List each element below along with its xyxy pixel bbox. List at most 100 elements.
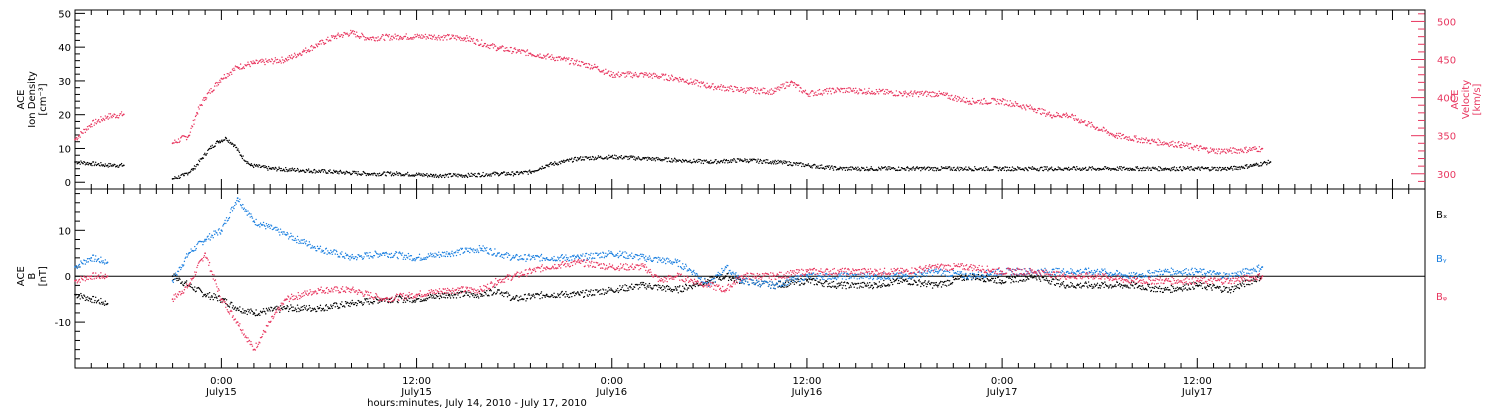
- density-series-point: [530, 172, 532, 175]
- density-series-point: [1180, 168, 1182, 171]
- bx-series-point: [1139, 287, 1142, 290]
- velocity-series-point: [1228, 148, 1230, 151]
- velocity-series-point: [441, 36, 444, 38]
- by-series-point: [282, 233, 284, 235]
- density-series-point: [978, 168, 980, 171]
- velocity-series-point: [1072, 115, 1074, 117]
- density-series-point: [1137, 167, 1139, 170]
- density-series-point: [225, 137, 228, 140]
- velocity-series-point: [670, 78, 672, 80]
- bx-series-point: [951, 283, 953, 285]
- velocity-series-point: [465, 40, 467, 43]
- velocity-series-point: [782, 85, 784, 87]
- by-series-point: [322, 249, 325, 252]
- density-series-point: [1081, 167, 1084, 169]
- velocity-series-point: [1186, 142, 1188, 144]
- density-series-point: [860, 169, 862, 171]
- density-series-point: [815, 165, 818, 168]
- velocity-series-point: [106, 117, 108, 119]
- density-series-point: [610, 156, 613, 158]
- velocity-series-point: [735, 86, 737, 89]
- b-axis-label-line: ACE: [16, 266, 27, 286]
- velocity-series-point: [565, 57, 568, 59]
- left-tick-label: 20: [58, 111, 71, 122]
- bx-series-point: [841, 287, 844, 289]
- bx-series-point: [915, 281, 918, 284]
- bx-series-point: [645, 283, 647, 285]
- density-series-point: [270, 168, 273, 170]
- velocity-series-point: [1197, 147, 1199, 150]
- bx-series-point: [332, 304, 334, 307]
- density-series-point: [117, 166, 120, 168]
- velocity-series-point: [290, 54, 293, 56]
- velocity-series-point: [1023, 106, 1025, 108]
- density-series-point: [1260, 161, 1262, 164]
- velocity-series-point: [945, 93, 948, 96]
- velocity-series-point: [452, 34, 455, 37]
- density-series-point: [769, 162, 771, 164]
- bx-series-point: [923, 284, 925, 287]
- velocity-series-point: [274, 57, 277, 59]
- bx-series-point: [900, 280, 902, 283]
- bx-series-point: [679, 285, 681, 287]
- density-series-point: [109, 163, 112, 165]
- bx-series-point: [1127, 287, 1130, 289]
- density-series-point: [1087, 169, 1089, 171]
- density-series-point: [562, 159, 565, 162]
- velocity-series-point: [1250, 148, 1252, 150]
- bx-series-point: [1203, 286, 1206, 288]
- bx-series-point: [633, 286, 636, 289]
- bx-series-point: [1030, 274, 1033, 276]
- velocity-series-point: [721, 89, 723, 91]
- density-series-point: [730, 159, 732, 161]
- velocity-series-point: [228, 73, 230, 75]
- velocity-series-point: [755, 90, 758, 92]
- bx-series-point: [371, 301, 373, 304]
- density-series-point: [787, 164, 790, 167]
- by-series-point: [290, 235, 293, 237]
- by-series-point: [219, 232, 221, 234]
- density-series-point: [286, 170, 288, 173]
- velocity-series-point: [378, 39, 381, 41]
- velocity-series-point: [1235, 149, 1238, 151]
- velocity-series-point: [556, 56, 558, 59]
- by-series-point: [343, 256, 345, 258]
- density-series-point: [730, 161, 733, 164]
- by-series-point: [314, 247, 316, 249]
- bx-series-point: [590, 289, 592, 291]
- bx-series-point: [1071, 283, 1074, 285]
- density-series-point: [486, 173, 488, 175]
- by-series-point: [94, 258, 96, 260]
- bx-series-point: [629, 285, 631, 288]
- density-series-point: [1182, 166, 1184, 168]
- velocity-series-point: [562, 58, 564, 61]
- bx-series-point: [1064, 287, 1067, 289]
- density-series-point: [1198, 168, 1201, 170]
- density-series-point: [855, 168, 858, 170]
- velocity-series-point: [1206, 150, 1209, 152]
- velocity-series-point: [253, 61, 256, 63]
- bx-series-point: [476, 293, 478, 296]
- density-series-point: [1016, 169, 1018, 171]
- bx-series-point: [426, 298, 429, 300]
- bx-series-point: [839, 282, 841, 284]
- bx-series-point: [1075, 287, 1077, 289]
- by-series-point: [78, 263, 81, 266]
- velocity-series-point: [173, 142, 175, 144]
- density-series-point: [744, 159, 747, 161]
- velocity-series-point: [1230, 150, 1232, 152]
- by-series-point: [341, 251, 343, 253]
- velocity-series-point: [217, 84, 220, 86]
- velocity-series-point: [509, 50, 511, 52]
- density-series-point: [1163, 169, 1165, 171]
- by-series-point: [268, 225, 271, 228]
- bx-series-point: [293, 309, 296, 312]
- bx-series-point: [424, 298, 427, 300]
- velocity-series-point: [261, 58, 263, 61]
- density-series-point: [397, 174, 399, 176]
- density-series-point: [1186, 167, 1188, 170]
- velocity-series-point: [257, 62, 260, 64]
- bx-series-point: [663, 286, 665, 288]
- velocity-series-point: [730, 85, 733, 88]
- bx-series-point: [243, 310, 246, 312]
